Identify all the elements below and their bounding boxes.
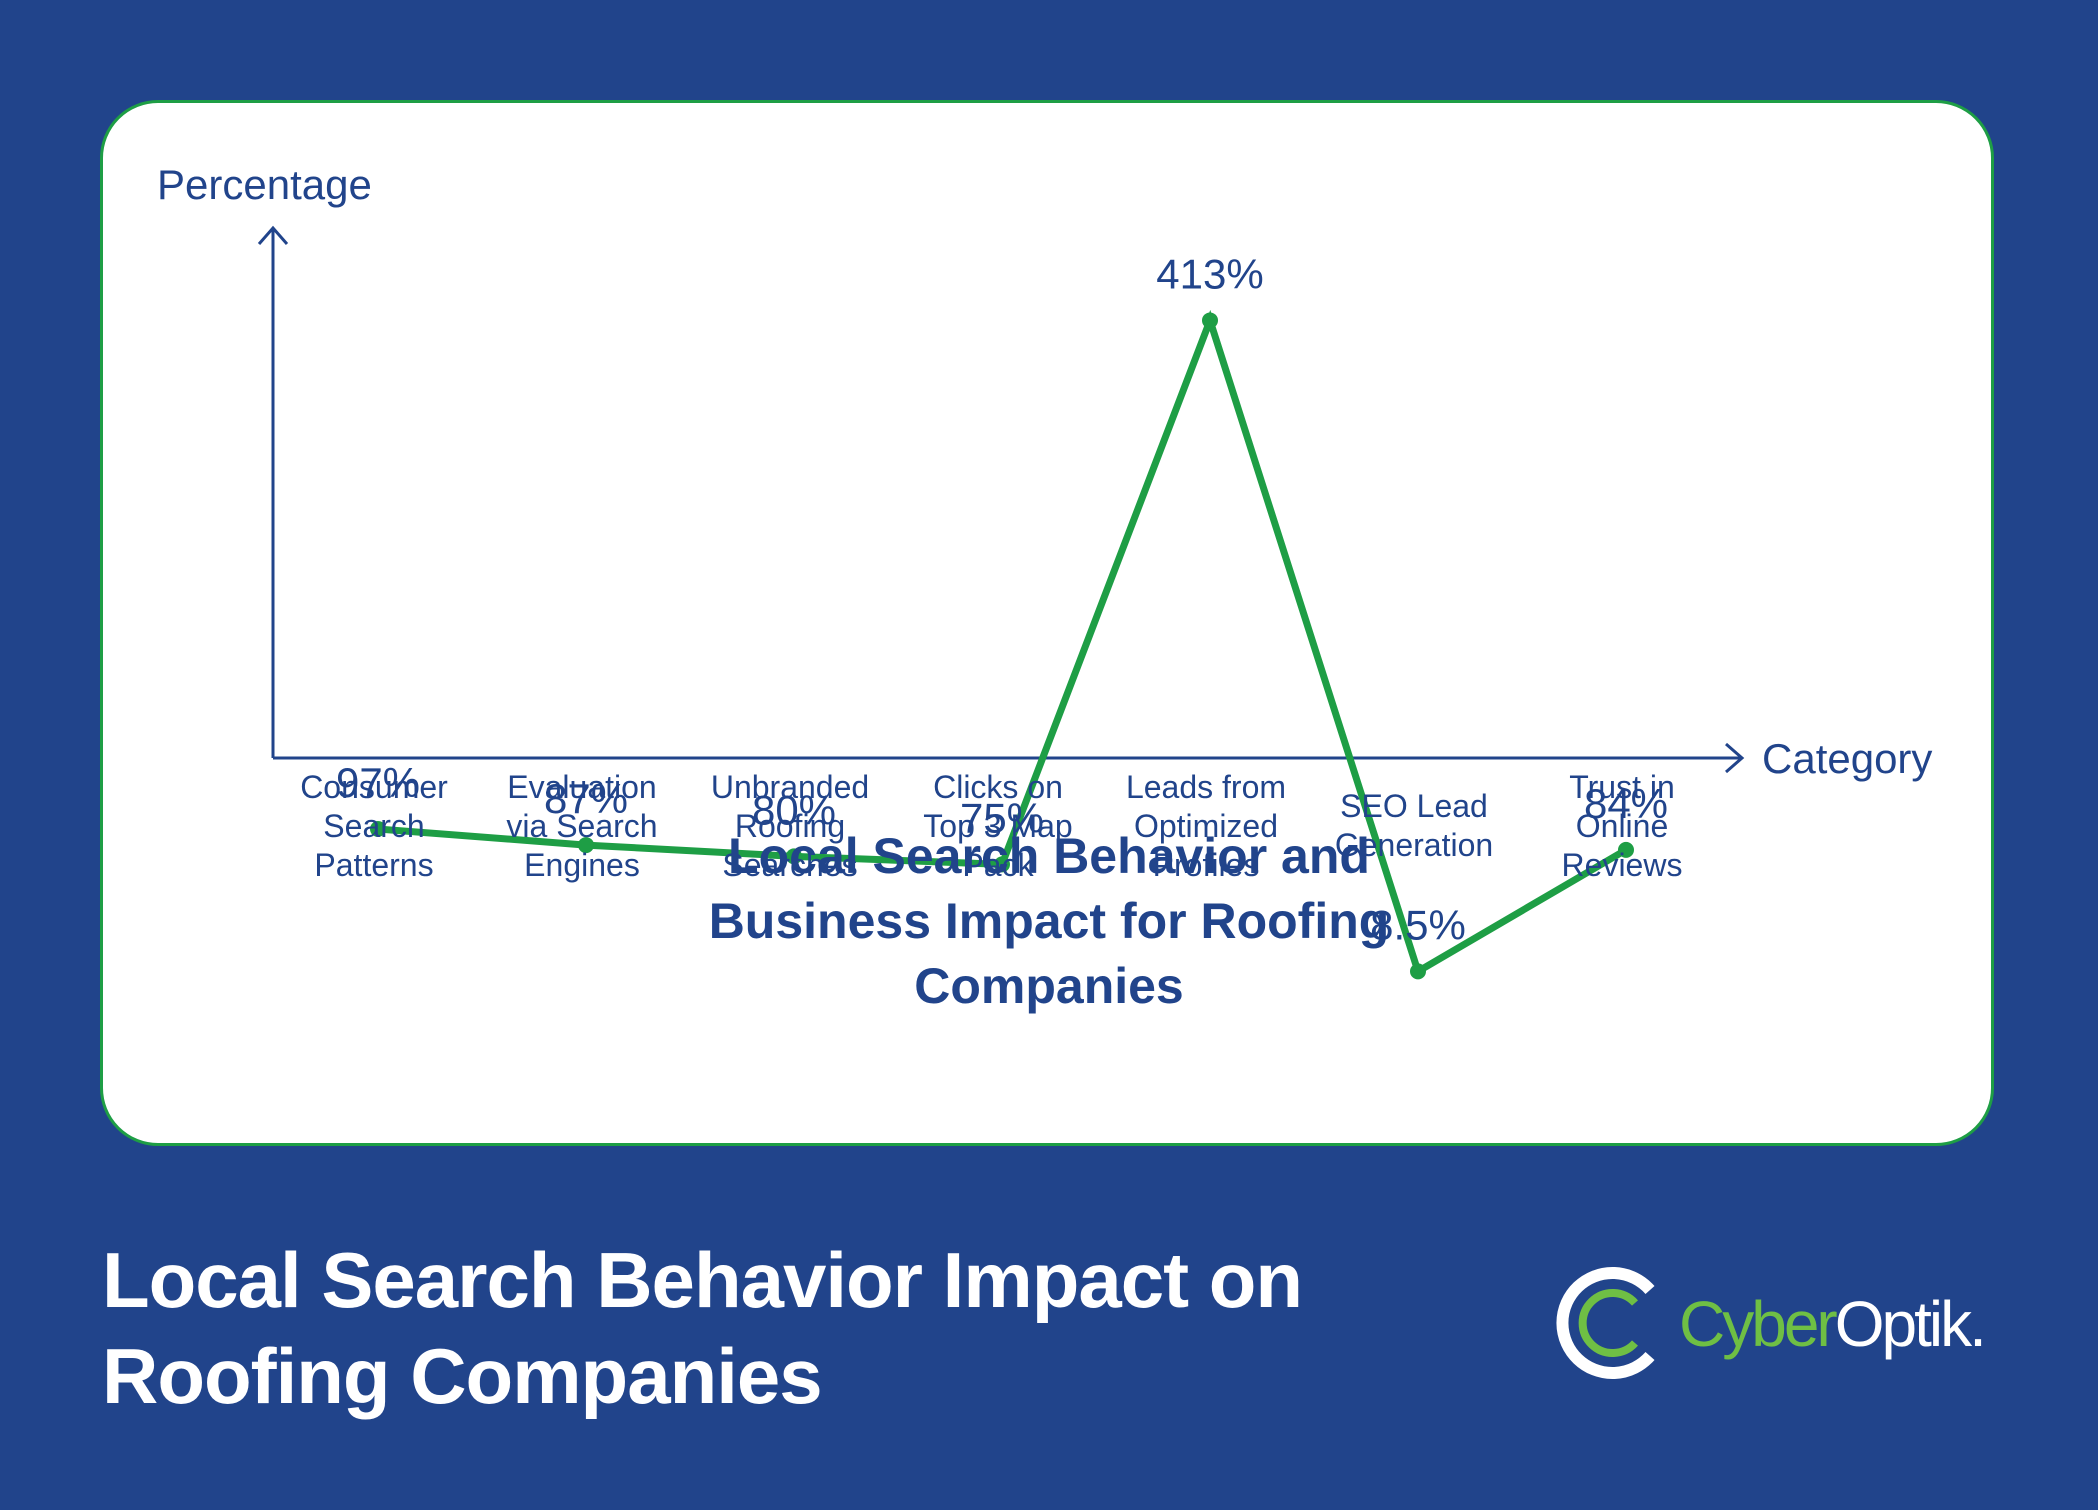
data-label: 84% bbox=[1584, 780, 1668, 827]
x-tick-label-line: Pack bbox=[962, 847, 1034, 883]
x-tick-label-line: Online bbox=[1576, 808, 1669, 844]
page-title-line-1: Local Search Behavior Impact on bbox=[102, 1236, 1303, 1324]
x-tick-label-line: Roofing bbox=[735, 808, 845, 844]
data-point bbox=[786, 848, 802, 865]
x-tick-label-line: Optimized bbox=[1134, 808, 1278, 844]
data-point bbox=[1410, 963, 1426, 980]
x-tick-label-line: Searches bbox=[722, 847, 857, 883]
data-label: 75% bbox=[960, 794, 1044, 841]
x-axis-label: Category bbox=[1762, 735, 1932, 782]
brand-name-optik: Optik. bbox=[1834, 1288, 1987, 1360]
x-tick-label-line: Consumer bbox=[300, 769, 448, 805]
x-tick-label-line: Top 3 Map bbox=[923, 808, 1072, 844]
data-point bbox=[1202, 312, 1218, 329]
x-tick-label-line: SEO Lead bbox=[1340, 788, 1488, 824]
x-tick-label-line: Profiles bbox=[1153, 847, 1260, 883]
y-axis-label: Percentage bbox=[157, 161, 372, 208]
chart-card bbox=[100, 100, 1994, 1146]
x-axis-arrow bbox=[1725, 742, 1745, 774]
page-title-line-2: Roofing Companies bbox=[102, 1332, 823, 1420]
data-label: 80% bbox=[752, 786, 836, 833]
data-label: 413% bbox=[1156, 250, 1263, 297]
data-point bbox=[1618, 841, 1634, 858]
brand-logo: CyberOptik. bbox=[1545, 1258, 2005, 1388]
x-tick-label: Leads from Optimized Profiles bbox=[1126, 769, 1286, 883]
data-label: 8.5% bbox=[1370, 901, 1466, 948]
x-tick-label: Consumer Search Patterns bbox=[300, 769, 448, 883]
x-tick-label: SEO Lead Generation bbox=[1335, 788, 1493, 863]
y-axis-arrow bbox=[257, 225, 289, 245]
data-point bbox=[994, 856, 1010, 873]
x-tick-label-line: Trust in bbox=[1569, 769, 1675, 805]
x-tick-label-line: via Search bbox=[506, 808, 657, 844]
x-tick-label: Clicks on Top 3 Map Pack bbox=[923, 769, 1072, 883]
chart-title-line-2: Business Impact for Roofing bbox=[708, 893, 1390, 949]
data-label: 87% bbox=[544, 775, 628, 822]
x-tick-label-line: Leads from bbox=[1126, 769, 1286, 805]
data-label: 97% bbox=[336, 759, 420, 806]
page-title: Local Search Behavior Impact on Roofing … bbox=[102, 1232, 1303, 1424]
x-tick-label-line: Unbranded bbox=[711, 769, 869, 805]
brand-name: CyberOptik. bbox=[1679, 1284, 1987, 1364]
chart-title: Local Search Behavior and Business Impac… bbox=[0, 824, 2098, 1019]
cyberoptik-ring-logo-icon bbox=[1556, 1267, 1655, 1379]
data-point bbox=[578, 837, 594, 854]
chart-title-line-1: Local Search Behavior and bbox=[728, 828, 1370, 884]
x-tick-label: Evaluation via Search Engines bbox=[506, 769, 657, 883]
brand-name-cyber: Cyber bbox=[1679, 1288, 1838, 1360]
data-point bbox=[370, 820, 386, 837]
x-tick-label-line: Engines bbox=[524, 847, 640, 883]
x-tick-label: Unbranded Roofing Searches bbox=[711, 769, 869, 883]
x-tick-label-line: Clicks on bbox=[933, 769, 1063, 805]
chart-title-line-3: Companies bbox=[914, 958, 1184, 1014]
x-tick-label-line: Reviews bbox=[1562, 847, 1683, 883]
x-tick-label-line: Generation bbox=[1335, 827, 1493, 863]
x-tick-label-line: Patterns bbox=[314, 847, 433, 883]
x-tick-label-line: Evaluation bbox=[507, 769, 656, 805]
x-tick-label: Trust in Online Reviews bbox=[1562, 769, 1683, 883]
x-tick-label-line: Search bbox=[323, 808, 424, 844]
